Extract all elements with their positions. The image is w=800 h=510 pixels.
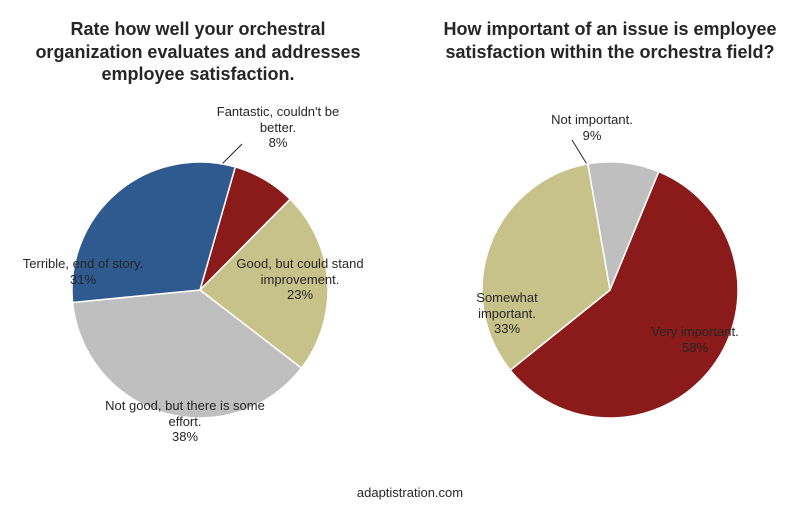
slice-label-text: Not good, but there is some effort. (105, 398, 265, 429)
slice-label-left-3: Terrible, end of story.31% (18, 256, 148, 287)
slice-label-percent: 58% (682, 340, 708, 355)
slice-label-right-2: Somewhat important.33% (452, 290, 562, 337)
slice-label-right-0: Not important.9% (532, 112, 652, 143)
slice-label-text: Fantastic, couldn't be better. (217, 104, 339, 135)
slice-label-text: Somewhat important. (476, 290, 537, 321)
slice-label-text: Terrible, end of story. (23, 256, 143, 271)
slice-label-percent: 8% (269, 135, 288, 150)
slice-label-text: Not important. (551, 112, 633, 127)
slice-label-percent: 31% (70, 272, 96, 287)
slice-label-right-1: Very important.58% (630, 324, 760, 355)
leader-line-right-0 (572, 140, 588, 166)
footer-attribution: adaptistration.com (340, 485, 480, 500)
slice-label-left-2: Not good, but there is some effort.38% (100, 398, 270, 445)
slice-label-text: Good, but could stand improvement. (236, 256, 363, 287)
slice-label-percent: 33% (494, 321, 520, 336)
slice-label-text: Very important. (651, 324, 738, 339)
slice-label-percent: 9% (583, 128, 602, 143)
slice-label-percent: 23% (287, 287, 313, 302)
slice-label-left-1: Good, but could stand improvement.23% (230, 256, 370, 303)
slice-label-percent: 38% (172, 429, 198, 444)
slice-label-left-0: Fantastic, couldn't be better.8% (198, 104, 358, 151)
